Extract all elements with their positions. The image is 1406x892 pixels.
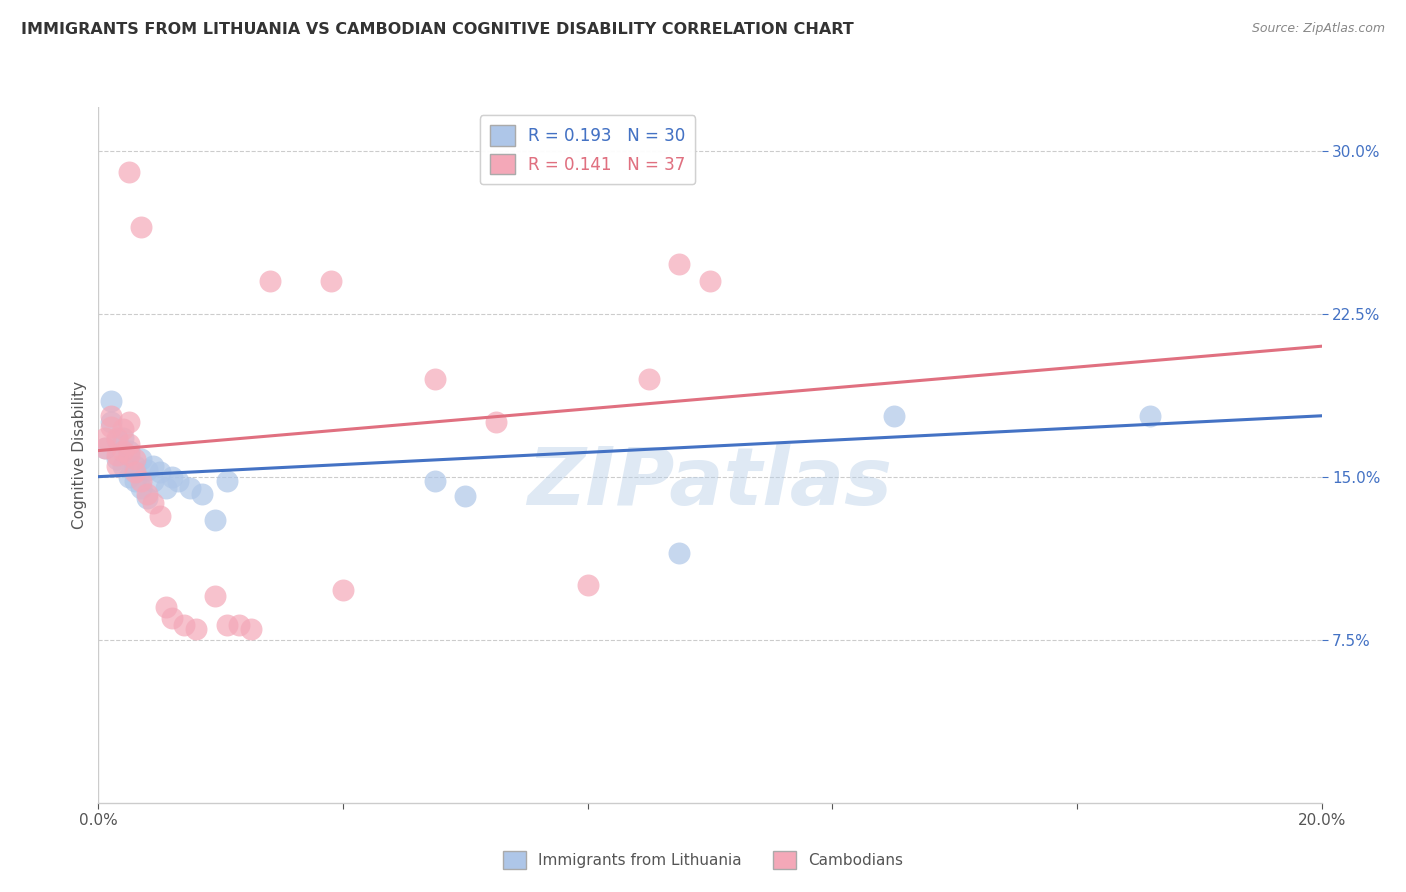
Point — [423, 372, 446, 386]
Point — [240, 622, 263, 636]
Text: Source: ZipAtlas.com: Source: ZipAtlas.com — [1251, 22, 1385, 36]
Point — [118, 415, 141, 429]
Point — [215, 617, 238, 632]
Point — [576, 578, 599, 592]
Point — [129, 474, 152, 488]
Point — [319, 274, 342, 288]
Legend: Immigrants from Lithuania, Cambodians: Immigrants from Lithuania, Cambodians — [498, 845, 908, 875]
Point — [124, 452, 146, 467]
Point — [111, 458, 134, 473]
Point — [111, 431, 134, 445]
Point — [100, 409, 122, 423]
Point — [93, 442, 115, 456]
Point — [155, 600, 177, 615]
Point — [142, 458, 165, 473]
Point — [124, 466, 146, 480]
Point — [142, 474, 165, 488]
Point — [118, 448, 141, 462]
Point — [129, 481, 152, 495]
Point — [637, 372, 661, 386]
Point — [111, 422, 134, 436]
Point — [93, 442, 115, 456]
Point — [105, 458, 128, 473]
Point — [155, 481, 177, 495]
Point — [160, 469, 183, 483]
Point — [204, 589, 226, 603]
Point — [118, 469, 141, 483]
Point — [423, 474, 446, 488]
Point — [118, 437, 141, 451]
Point — [173, 617, 195, 632]
Point — [129, 452, 152, 467]
Point — [668, 546, 690, 560]
Point — [129, 219, 152, 234]
Point — [124, 458, 146, 473]
Point — [136, 487, 159, 501]
Point — [204, 513, 226, 527]
Text: ZIPatlas: ZIPatlas — [527, 443, 893, 522]
Point — [105, 448, 128, 462]
Point — [124, 474, 146, 488]
Point — [100, 393, 122, 408]
Point — [118, 165, 141, 179]
Point — [149, 508, 172, 523]
Text: IMMIGRANTS FROM LITHUANIA VS CAMBODIAN COGNITIVE DISABILITY CORRELATION CHART: IMMIGRANTS FROM LITHUANIA VS CAMBODIAN C… — [21, 22, 853, 37]
Point — [105, 431, 128, 445]
Point — [100, 419, 122, 434]
Y-axis label: Cognitive Disability: Cognitive Disability — [72, 381, 87, 529]
Point — [699, 274, 721, 288]
Point — [485, 415, 508, 429]
Point — [142, 496, 165, 510]
Point — [105, 433, 128, 447]
Point — [215, 474, 238, 488]
Point — [186, 622, 208, 636]
Point — [111, 443, 134, 458]
Point — [149, 466, 172, 480]
Point — [160, 611, 183, 625]
Point — [228, 617, 250, 632]
Point — [93, 431, 115, 445]
Point — [454, 489, 477, 503]
Point — [136, 491, 159, 506]
Point — [136, 463, 159, 477]
Point — [332, 582, 354, 597]
Legend: R = 0.193   N = 30, R = 0.141   N = 37: R = 0.193 N = 30, R = 0.141 N = 37 — [479, 115, 696, 185]
Point — [259, 274, 281, 288]
Point — [118, 443, 141, 458]
Point — [179, 481, 201, 495]
Point — [100, 415, 122, 429]
Point — [167, 474, 190, 488]
Point — [668, 257, 690, 271]
Point — [883, 409, 905, 423]
Point — [105, 452, 128, 467]
Point — [1139, 409, 1161, 423]
Point — [191, 487, 214, 501]
